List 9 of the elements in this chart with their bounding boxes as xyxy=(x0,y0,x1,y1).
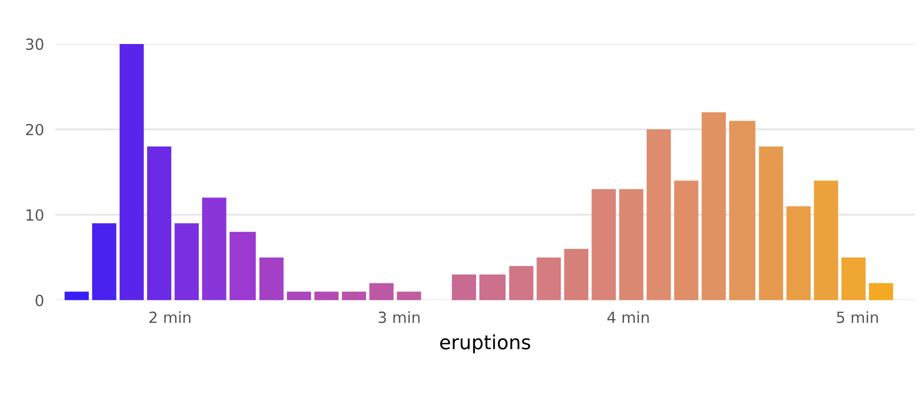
x-tick-label: 5 min xyxy=(836,311,878,324)
x-axis-title: eruptions xyxy=(440,334,530,354)
y-tick-label: 0 xyxy=(36,294,44,306)
y-tick-label: 20 xyxy=(26,124,44,136)
x-tick-label: 3 min xyxy=(378,311,420,324)
y-tick-label: 10 xyxy=(26,209,44,221)
x-tick-label: 2 min xyxy=(149,311,190,323)
y-tick-label: 30 xyxy=(26,38,44,50)
x-tick-label: 4 min xyxy=(607,311,649,323)
